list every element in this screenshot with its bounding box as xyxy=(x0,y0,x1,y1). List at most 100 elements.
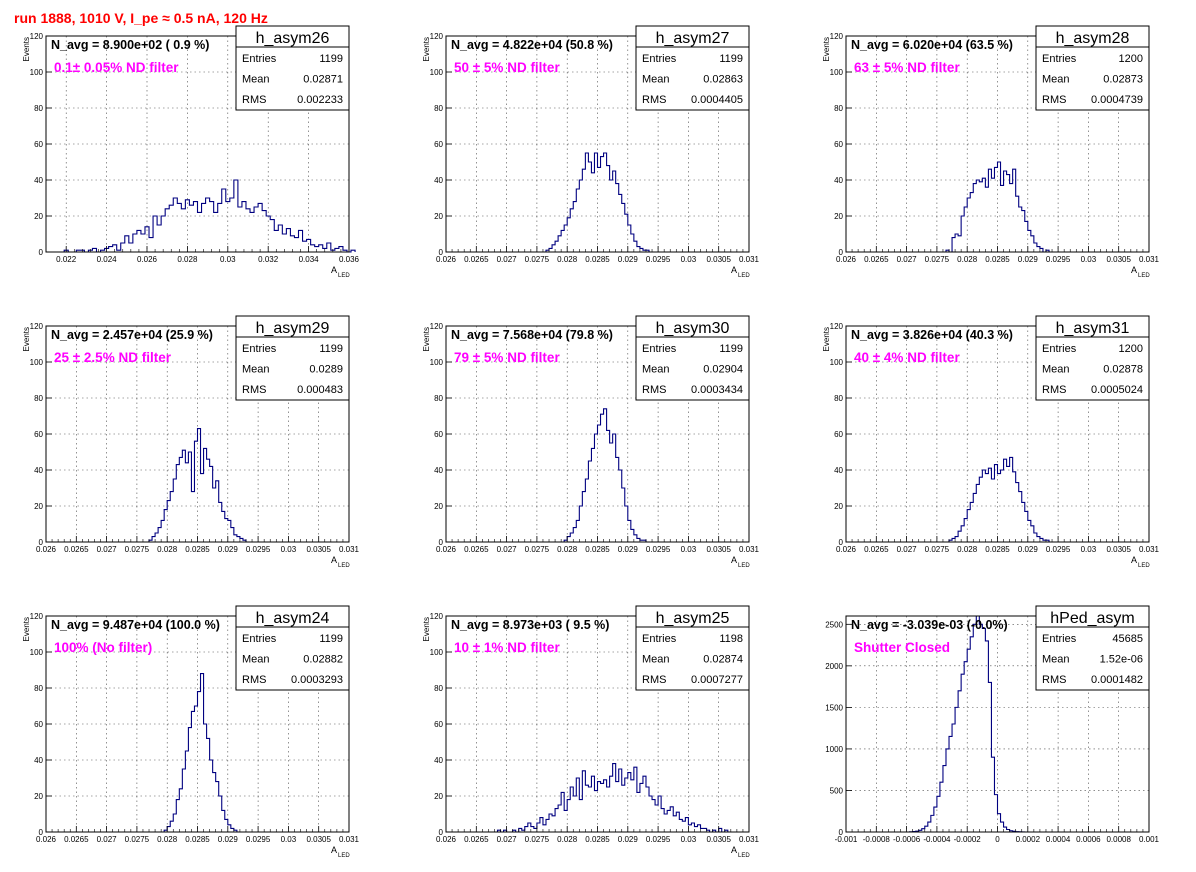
x-tick-label: 0.026 xyxy=(436,255,457,264)
y-tick-label: 0 xyxy=(439,248,444,257)
histogram-bin xyxy=(607,166,610,252)
histogram-bin xyxy=(688,825,691,832)
histogram-bin xyxy=(226,202,230,252)
stats-box xyxy=(235,315,350,401)
histogram-bin xyxy=(570,787,573,832)
histogram-bin xyxy=(274,230,278,252)
histogram-bin xyxy=(934,807,937,832)
navg-annotation: N_avg = 8.900e+02 ( 0.9 %) xyxy=(51,38,209,52)
histogram-bin xyxy=(204,724,207,832)
x-tick-label: 0.03 xyxy=(281,835,297,844)
histogram-bin xyxy=(153,216,157,252)
x-tick-label: 0.03 xyxy=(681,545,697,554)
histogram-bin xyxy=(540,818,543,832)
x-tick-label: 0.026 xyxy=(436,545,457,554)
x-tick-label: 0.0305 xyxy=(706,255,731,264)
histogram-bin xyxy=(319,245,323,252)
histogram-bin xyxy=(558,236,561,252)
y-tick-label: 120 xyxy=(830,322,844,331)
x-tick-label: 0.0265 xyxy=(464,835,489,844)
histogram-bin xyxy=(952,538,955,542)
histogram-bin xyxy=(570,209,573,252)
histogram-bin xyxy=(552,245,555,252)
histogram-bin xyxy=(294,238,298,252)
histogram-bin xyxy=(167,501,170,542)
histogram-bin xyxy=(525,827,528,832)
histogram-bin xyxy=(177,203,181,252)
histogram-bin xyxy=(207,459,210,542)
y-tick-label: 100 xyxy=(830,68,844,77)
x-tick-label: 0 xyxy=(995,835,1000,844)
histogram-bin xyxy=(222,511,225,542)
histogram-panel-h_asym26: 0.022 0.024 0.026 0.028 0.03 0.032 0.034 0.036 0… xyxy=(22,25,360,279)
y-axis-title: Events xyxy=(822,327,831,351)
histogram-bin xyxy=(607,430,610,542)
histogram-bin xyxy=(579,800,582,832)
stats-value: 0.02871 xyxy=(303,74,343,86)
histogram-bin xyxy=(564,810,567,832)
x-axis-title-subscript: LED xyxy=(738,853,750,859)
x-tick-label: -0.0008 xyxy=(863,835,891,844)
y-tick-label: 60 xyxy=(34,720,43,729)
histogram-bin xyxy=(619,769,622,832)
stats-label: RMS xyxy=(1042,674,1066,686)
stats-label: RMS xyxy=(242,94,266,106)
x-tick-label: 0.0305 xyxy=(706,835,731,844)
x-tick-label: 0.029 xyxy=(218,835,239,844)
histogram-bin xyxy=(537,823,540,832)
y-tick-label: 20 xyxy=(34,212,43,221)
stats-box xyxy=(635,315,750,401)
stats-box xyxy=(235,25,350,111)
x-tick-label: 0.029 xyxy=(618,545,639,554)
histogram-bin xyxy=(1016,196,1019,252)
histogram-bin xyxy=(219,502,222,542)
stats-value: 0.0005024 xyxy=(1091,384,1143,396)
stats-label: RMS xyxy=(1042,94,1066,106)
stats-label: Mean xyxy=(1042,74,1070,86)
y-tick-label: 100 xyxy=(430,68,444,77)
histogram-bin xyxy=(594,153,597,252)
y-tick-label: 0 xyxy=(39,538,44,547)
y-tick-label: 60 xyxy=(34,140,43,149)
histogram-bin xyxy=(335,248,339,252)
x-tick-label: 0.0275 xyxy=(525,835,550,844)
x-tick-label: 0.0004 xyxy=(1046,835,1071,844)
stats-title: hPed_asym xyxy=(1050,610,1135,627)
stats-label: Entries xyxy=(642,633,677,645)
histogram-bin xyxy=(311,245,315,252)
histogram-bin xyxy=(1004,171,1007,252)
histogram-bin xyxy=(622,203,625,252)
histogram-bin xyxy=(582,492,585,542)
stats-value: 0.02874 xyxy=(703,654,743,666)
histogram-bin xyxy=(161,520,164,542)
histogram-panel-h_asym28: 0.026 0.0265 0.027 0.0275 0.028 0.0285 0.029 0.… xyxy=(822,25,1160,279)
histogram-bin xyxy=(579,506,582,542)
x-axis-title: A xyxy=(731,555,737,565)
histogram-bin xyxy=(998,474,1001,542)
histogram-bin xyxy=(181,209,185,252)
histogram-bin xyxy=(188,452,191,542)
x-tick-label: -0.0002 xyxy=(954,835,982,844)
x-tick-label: 0.031 xyxy=(739,545,760,554)
navg-annotation: N_avg = 8.973e+03 ( 9.5 %) xyxy=(451,618,609,632)
x-tick-label: 0.0285 xyxy=(185,545,210,554)
x-tick-label: 0.0295 xyxy=(1046,255,1071,264)
x-axis-title: A xyxy=(331,555,337,565)
x-axis-title: A xyxy=(331,265,337,275)
histogram-series-h_asym27 xyxy=(506,152,659,253)
histogram-bin xyxy=(210,760,213,832)
histogram-bin xyxy=(579,180,582,252)
histogram-bin xyxy=(534,828,537,832)
histogram-bin xyxy=(573,202,576,252)
y-tick-label: 60 xyxy=(34,430,43,439)
histogram-bin xyxy=(937,796,940,832)
filter-annotation: 10 ± 1% ND filter xyxy=(454,640,560,655)
x-tick-label: 0.028 xyxy=(177,255,198,264)
x-tick-label: 0.03 xyxy=(681,255,697,264)
histogram-bin xyxy=(231,528,234,542)
y-tick-label: 80 xyxy=(834,394,843,403)
histogram-bin xyxy=(278,225,282,252)
x-tick-label: 0.027 xyxy=(97,835,118,844)
y-tick-label: 20 xyxy=(834,212,843,221)
x-tick-label: 0.0285 xyxy=(585,545,610,554)
